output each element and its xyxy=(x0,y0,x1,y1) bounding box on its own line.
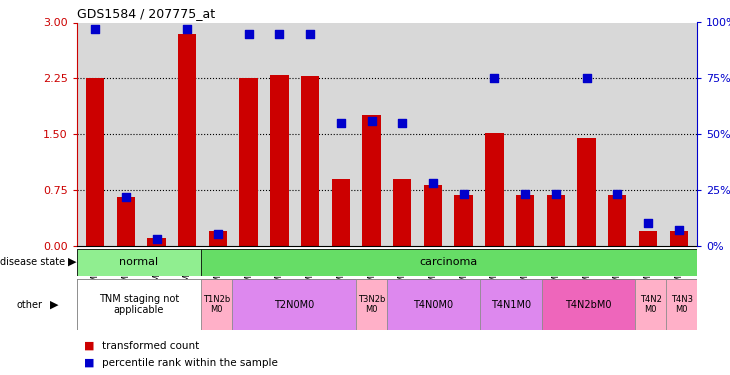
FancyBboxPatch shape xyxy=(635,279,666,330)
Text: other: other xyxy=(16,300,42,310)
Bar xyxy=(117,197,135,246)
Point xyxy=(642,220,654,226)
Text: normal: normal xyxy=(119,257,158,267)
Bar xyxy=(669,231,688,246)
FancyBboxPatch shape xyxy=(356,279,387,330)
Text: ■: ■ xyxy=(84,340,94,351)
Point xyxy=(274,31,285,37)
Text: ■: ■ xyxy=(84,357,94,368)
Text: T4N1M0: T4N1M0 xyxy=(491,300,531,310)
Point xyxy=(673,227,685,233)
Bar xyxy=(178,34,196,246)
Bar xyxy=(362,116,381,246)
FancyBboxPatch shape xyxy=(201,279,231,330)
Text: ▶: ▶ xyxy=(50,300,59,310)
Text: ▶: ▶ xyxy=(68,257,77,267)
Text: T4N3
M0: T4N3 M0 xyxy=(671,295,693,314)
Point xyxy=(550,191,561,197)
Bar xyxy=(547,195,565,246)
Bar xyxy=(577,138,596,246)
Text: carcinoma: carcinoma xyxy=(420,257,478,267)
FancyBboxPatch shape xyxy=(77,249,201,276)
Bar xyxy=(331,179,350,246)
FancyBboxPatch shape xyxy=(542,279,635,330)
Point xyxy=(612,191,623,197)
FancyBboxPatch shape xyxy=(201,249,697,276)
FancyBboxPatch shape xyxy=(387,279,480,330)
Point xyxy=(243,31,255,37)
Point xyxy=(366,118,377,124)
Bar xyxy=(147,238,166,246)
Bar xyxy=(639,231,657,246)
Point xyxy=(581,75,593,81)
Bar xyxy=(239,78,258,246)
Text: T3N2b
M0: T3N2b M0 xyxy=(358,295,385,314)
Bar xyxy=(270,75,288,246)
Point xyxy=(396,120,408,126)
Bar xyxy=(301,76,319,246)
Point xyxy=(458,191,469,197)
Text: T4N2bM0: T4N2bM0 xyxy=(565,300,612,310)
Text: TNM staging not
applicable: TNM staging not applicable xyxy=(99,294,179,315)
FancyBboxPatch shape xyxy=(666,279,697,330)
Bar xyxy=(455,195,473,246)
Bar xyxy=(86,78,104,246)
Bar xyxy=(608,195,626,246)
Point xyxy=(89,26,101,32)
Point xyxy=(181,26,193,32)
FancyBboxPatch shape xyxy=(231,279,356,330)
Point xyxy=(120,194,131,200)
Text: T4N0M0: T4N0M0 xyxy=(413,300,453,310)
Point xyxy=(519,191,531,197)
Bar xyxy=(485,133,504,246)
Point xyxy=(488,75,500,81)
Text: percentile rank within the sample: percentile rank within the sample xyxy=(102,357,278,368)
Text: T1N2b
M0: T1N2b M0 xyxy=(203,295,230,314)
Point xyxy=(150,236,162,242)
Bar xyxy=(393,179,412,246)
Text: T2N0M0: T2N0M0 xyxy=(274,300,314,310)
Text: T4N2
M0: T4N2 M0 xyxy=(639,295,661,314)
Point xyxy=(335,120,347,126)
Point xyxy=(212,231,224,237)
Point xyxy=(304,31,316,37)
FancyBboxPatch shape xyxy=(480,279,542,330)
Text: GDS1584 / 207775_at: GDS1584 / 207775_at xyxy=(77,7,215,20)
Bar xyxy=(423,184,442,246)
Bar xyxy=(209,231,227,246)
Text: disease state: disease state xyxy=(0,257,65,267)
Bar xyxy=(516,195,534,246)
FancyBboxPatch shape xyxy=(77,279,201,330)
Text: transformed count: transformed count xyxy=(102,340,199,351)
Point xyxy=(427,180,439,186)
